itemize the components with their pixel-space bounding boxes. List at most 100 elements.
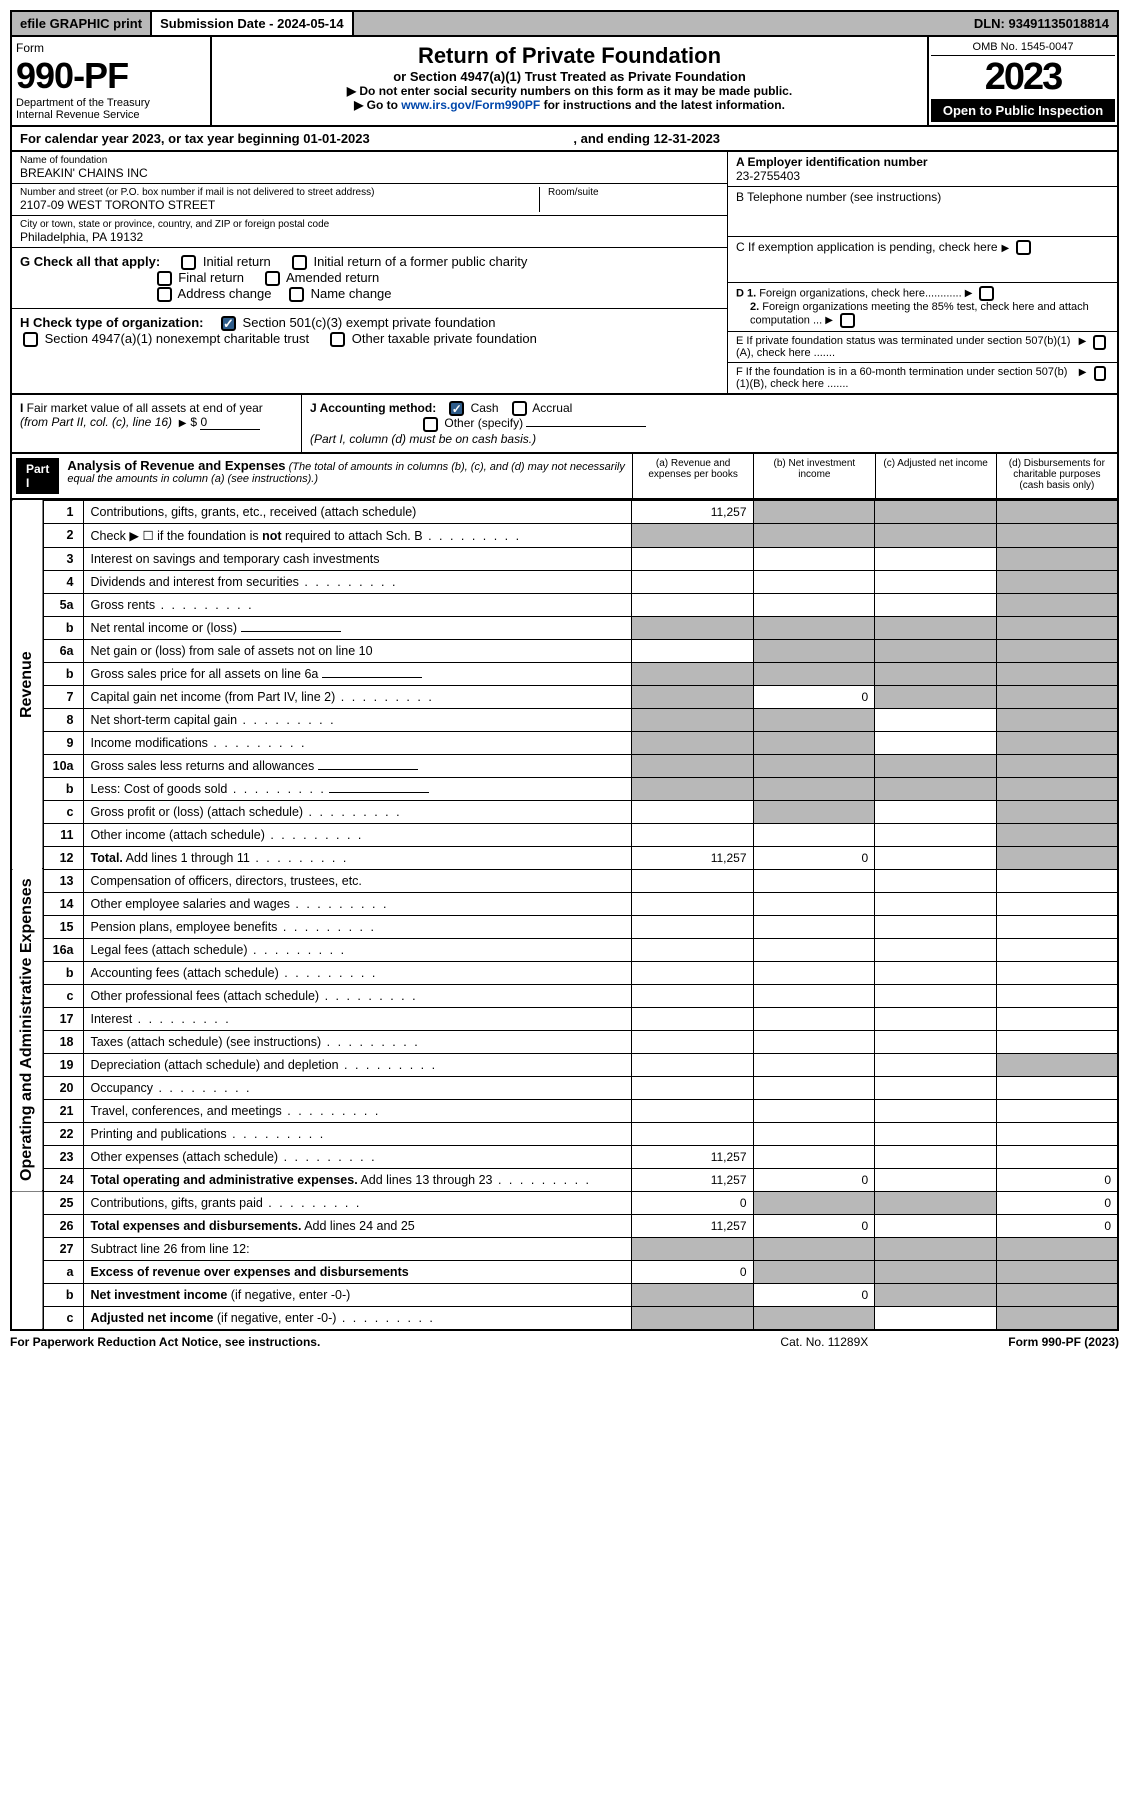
- value-cell: [753, 938, 875, 961]
- sections-i-j: I Fair market value of all assets at end…: [10, 395, 1119, 454]
- value-cell: [753, 823, 875, 846]
- line-description: Depreciation (attach schedule) and deple…: [84, 1053, 631, 1076]
- part1-table: Revenue1Contributions, gifts, grants, et…: [10, 500, 1119, 1331]
- line-number: 8: [43, 708, 84, 731]
- checkbox-other-method[interactable]: [423, 417, 438, 432]
- value-cell: [875, 500, 997, 523]
- table-row: cOther professional fees (attach schedul…: [11, 984, 1118, 1007]
- checkbox-d2[interactable]: [840, 313, 855, 328]
- value-cell: [753, 1306, 875, 1330]
- line-description: Net rental income or (loss): [84, 616, 631, 639]
- value-cell: [996, 708, 1118, 731]
- value-cell: [875, 1053, 997, 1076]
- line-description: Capital gain net income (from Part IV, l…: [84, 685, 631, 708]
- value-cell: [996, 1237, 1118, 1260]
- value-cell: [631, 708, 753, 731]
- line-description: Gross profit or (loss) (attach schedule): [84, 800, 631, 823]
- line-number: 22: [43, 1122, 84, 1145]
- value-cell: [875, 869, 997, 892]
- value-cell: [753, 961, 875, 984]
- checkbox-c[interactable]: [1016, 240, 1031, 255]
- value-cell: 0: [753, 1283, 875, 1306]
- checkbox-name-change[interactable]: [289, 287, 304, 302]
- checkbox-initial-former[interactable]: [292, 255, 307, 270]
- value-cell: [631, 593, 753, 616]
- value-cell: [753, 662, 875, 685]
- value-cell: [631, 869, 753, 892]
- line-description: Pension plans, employee benefits: [84, 915, 631, 938]
- value-cell: [753, 1191, 875, 1214]
- line-number: 16a: [43, 938, 84, 961]
- checkbox-address-change[interactable]: [157, 287, 172, 302]
- checkbox-d1[interactable]: [979, 286, 994, 301]
- calendar-year-row: For calendar year 2023, or tax year begi…: [10, 127, 1119, 152]
- value-cell: [753, 523, 875, 547]
- table-row: aExcess of revenue over expenses and dis…: [11, 1260, 1118, 1283]
- value-cell: [875, 662, 997, 685]
- value-cell: [875, 1030, 997, 1053]
- line-description: Legal fees (attach schedule): [84, 938, 631, 961]
- checkbox-final-return[interactable]: [157, 271, 172, 286]
- table-row: cGross profit or (loss) (attach schedule…: [11, 800, 1118, 823]
- line-description: Subtract line 26 from line 12:: [84, 1237, 631, 1260]
- value-cell: [875, 1283, 997, 1306]
- line-number: 24: [43, 1168, 84, 1191]
- line-description: Other expenses (attach schedule): [84, 1145, 631, 1168]
- line-description: Taxes (attach schedule) (see instruction…: [84, 1030, 631, 1053]
- omb-number: OMB No. 1545-0047: [931, 39, 1115, 56]
- value-cell: [753, 800, 875, 823]
- value-cell: [631, 1053, 753, 1076]
- value-cell: [996, 1007, 1118, 1030]
- checkbox-cash[interactable]: [449, 401, 464, 416]
- value-cell: [753, 1099, 875, 1122]
- value-cell: [631, 823, 753, 846]
- value-cell: [631, 1099, 753, 1122]
- value-cell: [996, 984, 1118, 1007]
- table-row: 16aLegal fees (attach schedule): [11, 938, 1118, 961]
- line-number: 7: [43, 685, 84, 708]
- checkbox-e[interactable]: [1093, 335, 1106, 350]
- checkbox-other-taxable[interactable]: [330, 332, 345, 347]
- section-g: G Check all that apply: Initial return I…: [12, 248, 727, 309]
- line-description: Income modifications: [84, 731, 631, 754]
- line-number: c: [43, 1306, 84, 1330]
- value-cell: [875, 800, 997, 823]
- value-cell: [996, 1053, 1118, 1076]
- line-description: Total expenses and disbursements. Add li…: [84, 1214, 631, 1237]
- checkbox-amended[interactable]: [265, 271, 280, 286]
- table-row: bAccounting fees (attach schedule): [11, 961, 1118, 984]
- table-row: 15Pension plans, employee benefits: [11, 915, 1118, 938]
- table-row: Operating and Administrative Expenses13C…: [11, 869, 1118, 892]
- line-number: 17: [43, 1007, 84, 1030]
- value-cell: [631, 1122, 753, 1145]
- checkbox-accrual[interactable]: [512, 401, 527, 416]
- irs-link[interactable]: www.irs.gov/Form990PF: [401, 98, 540, 112]
- value-cell: [996, 1283, 1118, 1306]
- checkbox-f[interactable]: [1094, 366, 1107, 381]
- checkbox-initial-return[interactable]: [181, 255, 196, 270]
- value-cell: [631, 639, 753, 662]
- footer-right: Form 990-PF (2023): [1008, 1335, 1119, 1349]
- value-cell: [875, 570, 997, 593]
- line-description: Interest on savings and temporary cash i…: [84, 547, 631, 570]
- line-description: Check ▶ ☐ if the foundation is not requi…: [84, 523, 631, 547]
- checkbox-501c3[interactable]: [221, 316, 236, 331]
- value-cell: [753, 616, 875, 639]
- dln: DLN: 93491135018814: [966, 12, 1117, 35]
- value-cell: [753, 570, 875, 593]
- checkbox-4947a1[interactable]: [23, 332, 38, 347]
- line-description: Other income (attach schedule): [84, 823, 631, 846]
- value-cell: 0: [753, 685, 875, 708]
- form-note2: ▶ Go to www.irs.gov/Form990PF for instru…: [218, 98, 921, 112]
- value-cell: [631, 800, 753, 823]
- value-cell: [875, 846, 997, 869]
- line-description: Gross sales price for all assets on line…: [84, 662, 631, 685]
- table-row: 10aGross sales less returns and allowanc…: [11, 754, 1118, 777]
- value-cell: [875, 1237, 997, 1260]
- value-cell: [875, 593, 997, 616]
- line-description: Total. Add lines 1 through 11: [84, 846, 631, 869]
- value-cell: [631, 1306, 753, 1330]
- efile-label[interactable]: efile GRAPHIC print: [12, 12, 152, 35]
- value-cell: [875, 961, 997, 984]
- line-description: Occupancy: [84, 1076, 631, 1099]
